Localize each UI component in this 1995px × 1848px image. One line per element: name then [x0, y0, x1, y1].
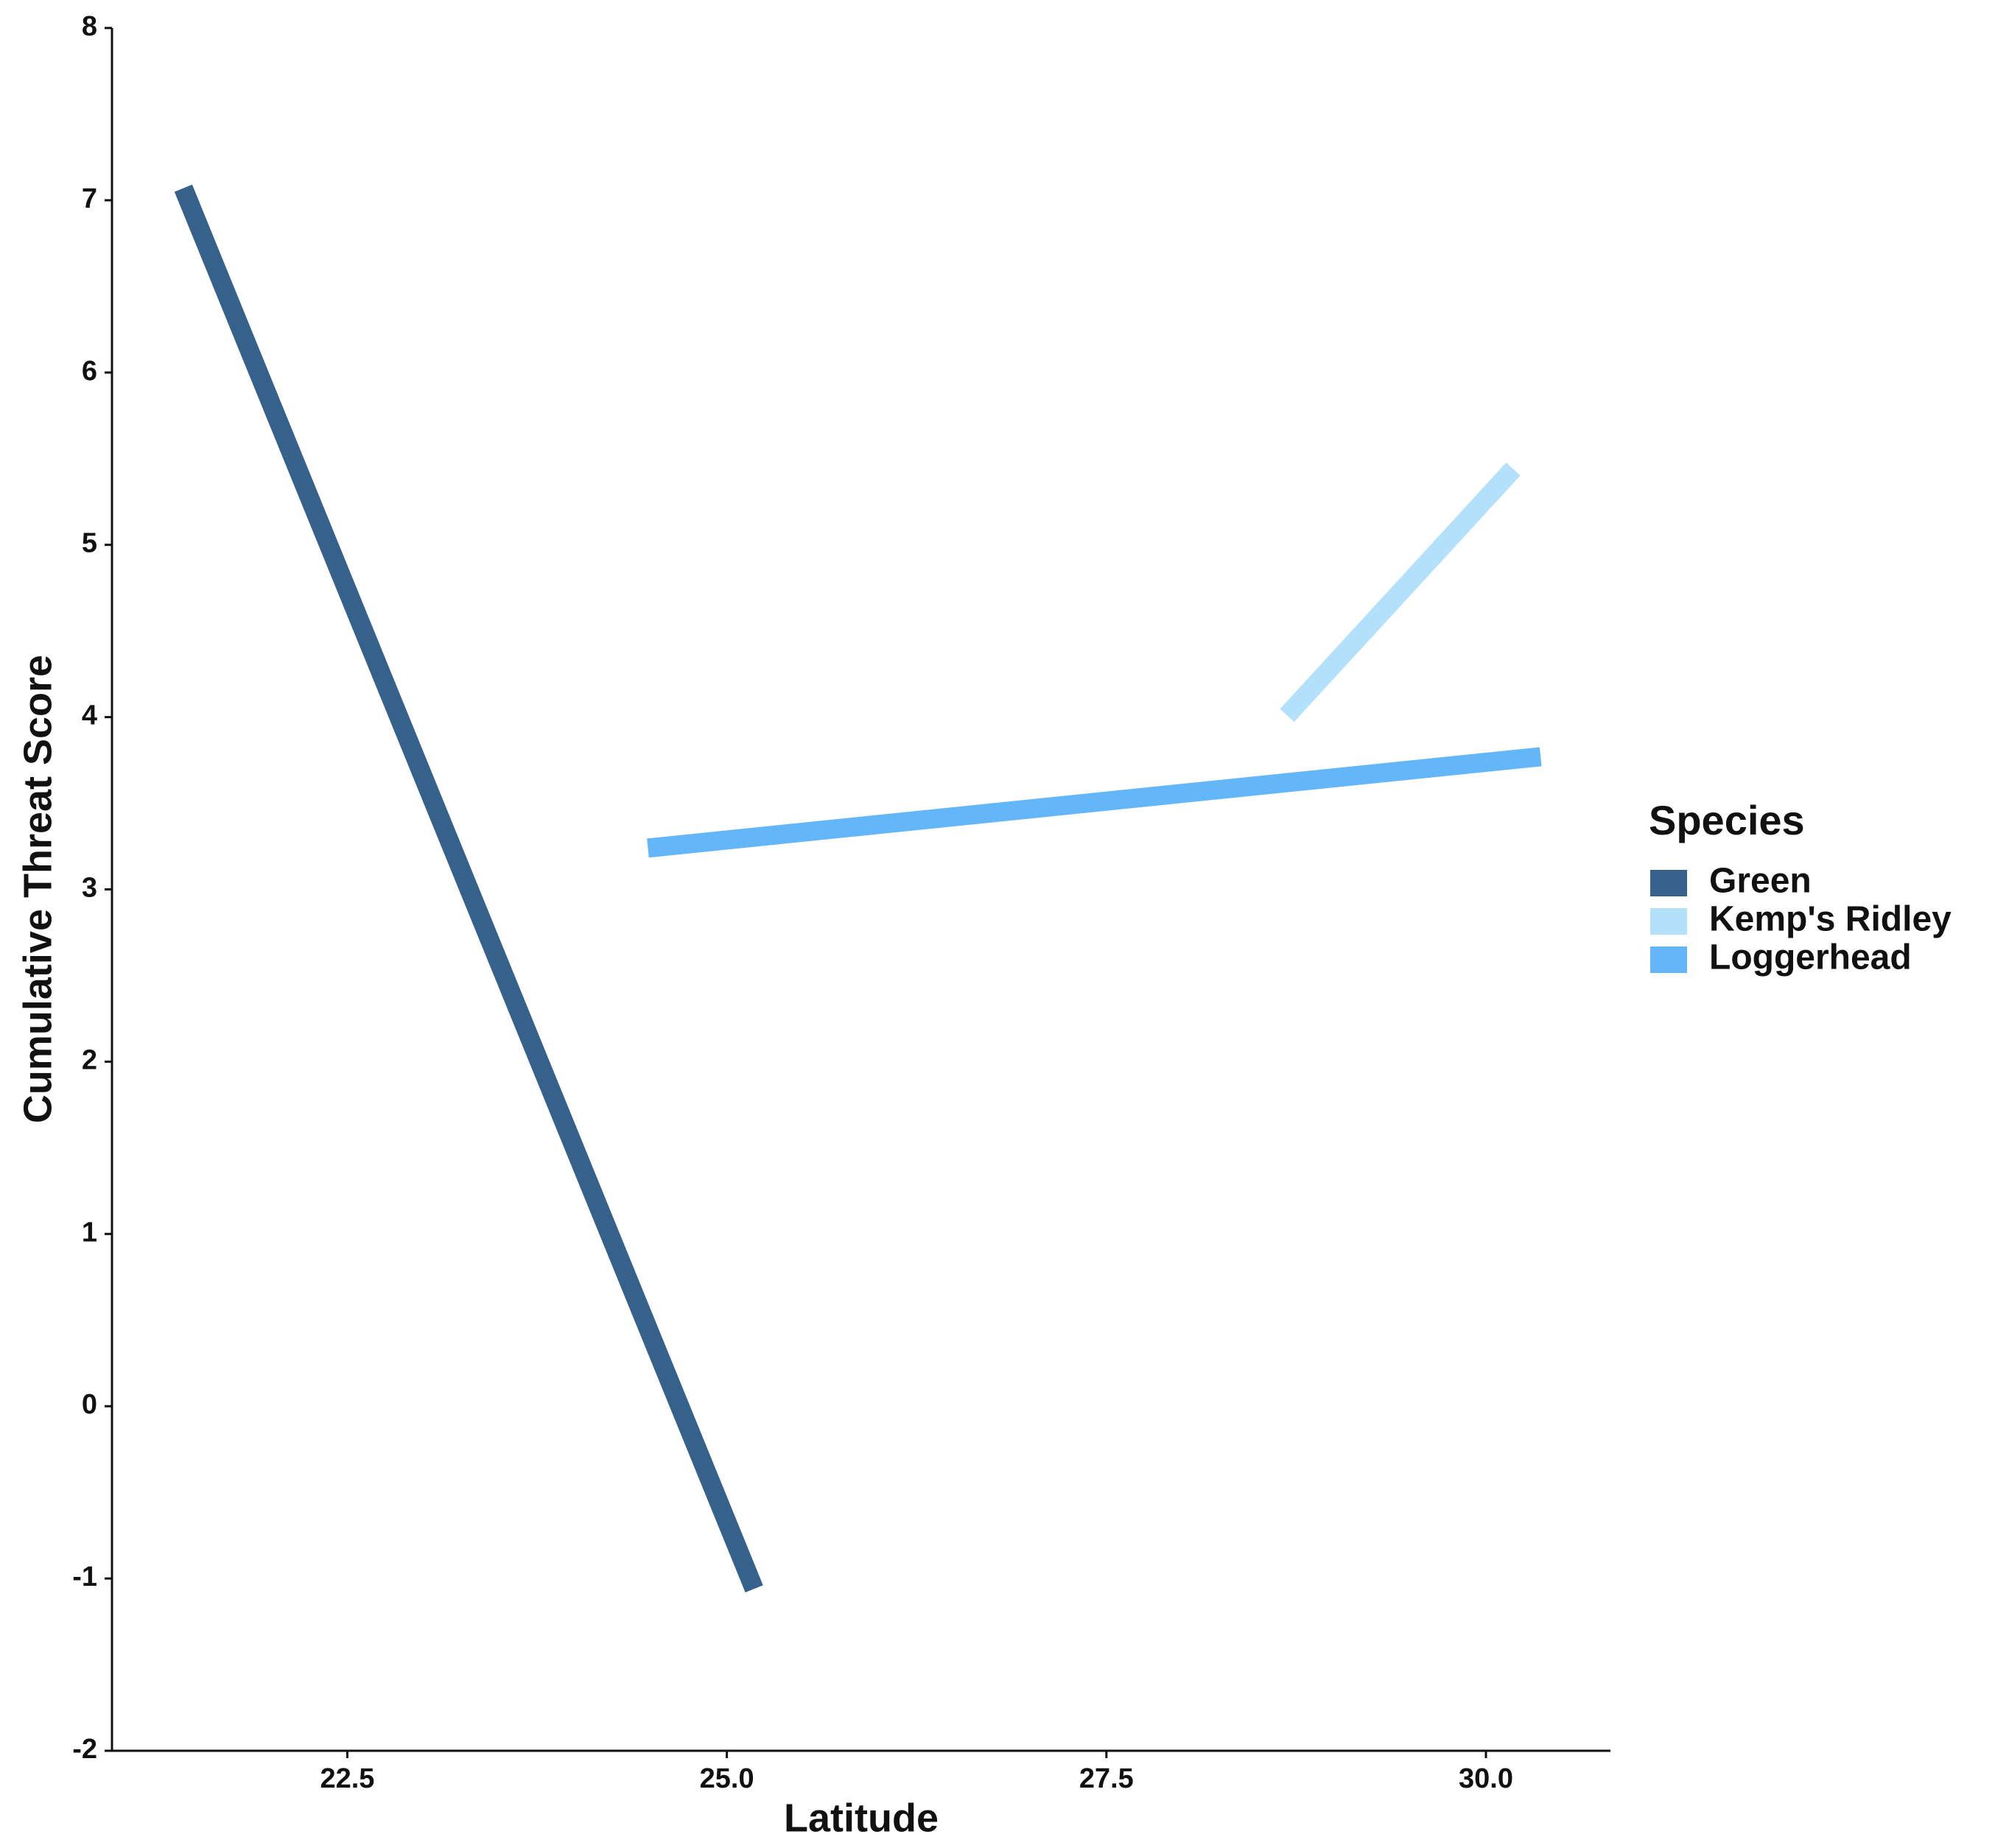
y-tick-label: 0 — [82, 1389, 97, 1420]
y-tick-label: 6 — [82, 356, 97, 387]
legend-label: Loggerhead — [1709, 938, 1912, 977]
x-tick-label: 25.0 — [700, 1763, 754, 1794]
legend-key — [1650, 908, 1687, 935]
y-tick-label: 5 — [82, 528, 97, 559]
legend-title: Species — [1649, 797, 1805, 843]
x-tick-label: 22.5 — [320, 1763, 374, 1794]
series-line — [647, 747, 1542, 858]
y-tick-label: 2 — [82, 1044, 97, 1075]
y-tick-label: 4 — [82, 700, 97, 731]
legend-label: Kemp's Ridley — [1709, 900, 1952, 939]
x-tick-label: 27.5 — [1079, 1763, 1134, 1794]
x-axis-title: Latitude — [784, 1796, 939, 1840]
series-line — [174, 184, 763, 1593]
y-tick-label: 3 — [82, 873, 97, 904]
y-tick-label: 8 — [82, 11, 97, 42]
y-axis-title: Cumulative Threat Score — [15, 655, 60, 1123]
x-tick-label: 30.0 — [1459, 1763, 1513, 1794]
series-line — [1280, 462, 1521, 723]
y-tick-label: 1 — [82, 1217, 97, 1248]
legend-key — [1650, 946, 1687, 973]
legend-key — [1650, 870, 1687, 896]
y-tick-label: 7 — [82, 183, 97, 214]
legend-label: Green — [1709, 862, 1812, 901]
y-tick-label: -1 — [72, 1561, 97, 1592]
y-tick-label: -2 — [72, 1734, 97, 1765]
